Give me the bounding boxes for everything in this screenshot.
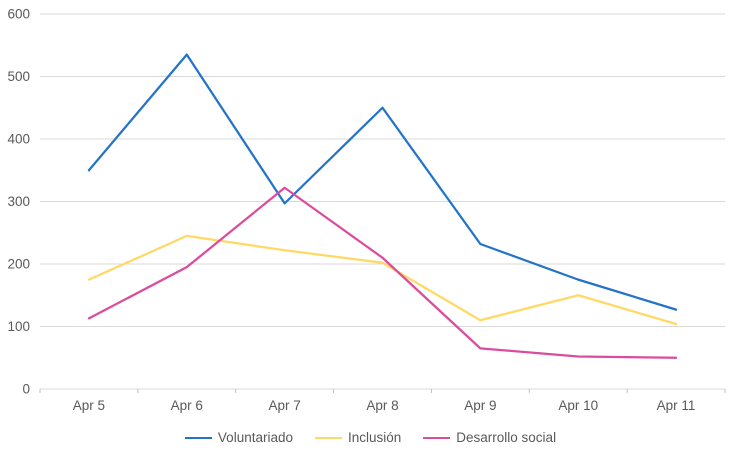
x-tick-label: Apr 6 xyxy=(171,398,203,413)
legend-item: Inclusión xyxy=(314,429,402,447)
y-tick-label: 300 xyxy=(7,194,30,209)
legend-line-swatch xyxy=(423,436,451,440)
y-tick-label: 600 xyxy=(7,7,30,22)
legend-line-swatch xyxy=(184,436,212,440)
y-tick-label: 100 xyxy=(7,319,30,334)
x-tick-label: Apr 11 xyxy=(657,398,696,413)
x-tick-label: Apr 10 xyxy=(558,398,598,413)
legend-label: Voluntariado xyxy=(217,430,293,445)
legend-label: Inclusión xyxy=(347,430,402,445)
legend-item: Voluntariado xyxy=(184,429,293,447)
x-tick-label: Apr 5 xyxy=(73,398,105,413)
y-tick-label: 400 xyxy=(7,132,30,147)
y-tick-label: 200 xyxy=(7,257,30,272)
legend-line-swatch xyxy=(314,436,342,440)
y-tick-label: 0 xyxy=(22,382,30,397)
x-tick-label: Apr 9 xyxy=(464,398,496,413)
legend-item: Desarrollo social xyxy=(423,429,556,447)
series-line-voluntariado xyxy=(87,53,678,311)
y-tick-label: 500 xyxy=(7,69,30,84)
chart-legend: Voluntariado Inclusión Desarrollo social xyxy=(0,429,741,447)
chart-plot-area: 0 100 200 300 400 500 600 Apr 5 Apr 6 Apr 7 Apr 8 A… xyxy=(7,7,726,413)
legend-label: Desarrollo social xyxy=(456,430,557,445)
series-line-inclusi-n xyxy=(87,234,678,326)
series-line-desarrollo-social xyxy=(87,186,678,359)
x-tick-label: Apr 7 xyxy=(269,398,301,413)
x-tick-label: Apr 8 xyxy=(366,398,398,413)
